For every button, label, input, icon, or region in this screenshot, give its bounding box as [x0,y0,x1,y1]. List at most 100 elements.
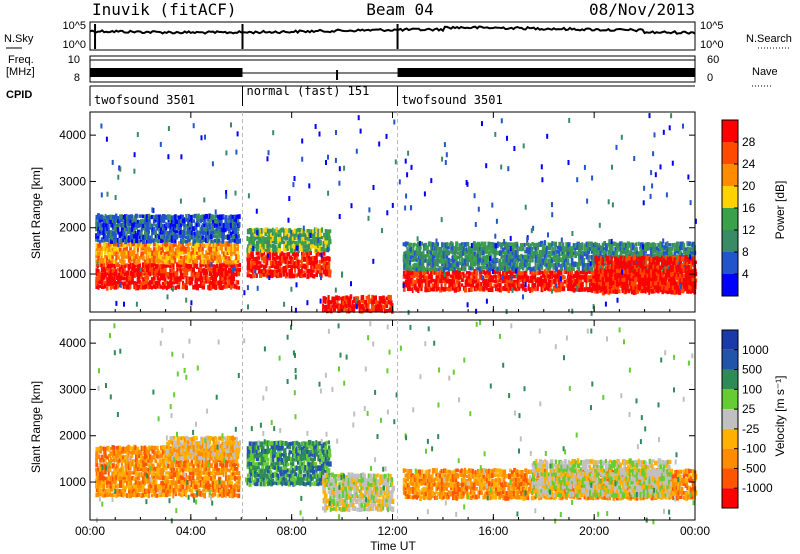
data-cell [315,233,319,237]
data-cell [181,256,185,260]
data-cell [616,263,620,269]
data-cell [284,252,289,257]
nsearch-tick-top: 10^5 [700,20,724,32]
data-speck [524,204,527,210]
data-cell [628,265,632,270]
freq-label-line2: [MHz] [6,66,35,78]
data-cell [327,300,331,306]
data-cell [561,274,565,280]
data-cell [156,218,160,224]
data-cell [135,281,138,286]
data-cell [435,246,439,250]
data-cell [115,450,118,454]
data-cell [268,248,271,252]
data-cell [136,446,140,452]
data-cell [176,279,179,285]
data-cell [678,265,682,271]
data-cell [349,299,351,305]
data-cell [206,258,209,264]
data-cell [554,241,558,248]
data-cell [309,256,314,262]
data-cell [311,235,315,241]
data-cell [489,245,493,251]
data-cell [118,223,121,227]
data-cell [207,279,210,284]
data-cell [543,282,547,288]
data-cell [154,484,157,491]
data-cell [412,242,415,248]
data-cell [477,286,480,291]
data-speck [338,214,341,219]
data-cell [297,239,301,246]
data-cell [147,271,151,276]
data-cell [605,258,608,265]
data-cell [469,254,473,259]
data-cell [462,271,465,276]
data-cell [297,272,300,277]
data-cell [102,218,105,222]
data-cell [641,242,644,246]
data-cell [474,242,478,247]
data-cell [266,269,269,275]
data-cell [446,273,449,280]
data-cell [199,271,203,277]
data-cell [111,222,114,228]
data-cell [138,275,141,280]
data-cell [327,256,331,262]
data-speck [232,267,235,273]
data-cell [235,234,239,239]
data-cell [541,258,545,262]
data-cell [657,281,660,285]
data-cell [324,235,327,241]
data-cell [604,249,607,255]
data-cell [167,254,171,260]
data-cell [451,242,454,246]
data-cell [595,242,598,248]
data-cell [657,286,661,291]
data-cell [599,265,603,270]
data-cell [178,280,181,285]
data-cell [101,488,105,494]
data-cell [97,269,100,273]
data-cell [689,277,693,283]
data-cell [194,263,198,269]
data-cell [608,287,611,291]
data-cell [586,287,590,293]
data-cell [257,260,260,265]
data-cell [626,241,630,247]
data-cell [171,471,174,476]
data-cell [158,283,162,289]
data-cell [684,272,687,278]
data-cell [156,246,159,251]
cpid-segment-label: normal (fast) 151 [247,84,370,98]
data-cell [280,251,284,256]
data-cell [188,226,192,230]
data-cell [175,219,179,224]
data-speck [372,185,375,190]
data-cell [651,276,656,281]
data-cell [489,242,494,246]
data-cell [235,268,238,274]
data-cell [158,450,161,455]
data-cell [127,280,131,286]
data-cell [552,273,555,278]
data-cell [320,265,325,270]
data-cell [588,255,591,259]
data-cell [679,255,682,262]
data-cell [131,238,135,244]
data-cell [187,238,190,243]
data-cell [402,270,406,277]
data-speck [247,304,249,310]
data-cell [650,242,653,248]
data-cell [183,251,186,255]
data-cell [217,242,220,247]
data-cell [120,217,124,223]
data-cell [468,274,471,280]
data-cell [572,274,575,279]
data-cell [181,470,184,476]
data-speck [394,159,397,165]
data-cell [252,231,255,237]
data-cell [208,233,212,240]
data-cell [598,260,602,265]
data-cell [504,274,506,278]
